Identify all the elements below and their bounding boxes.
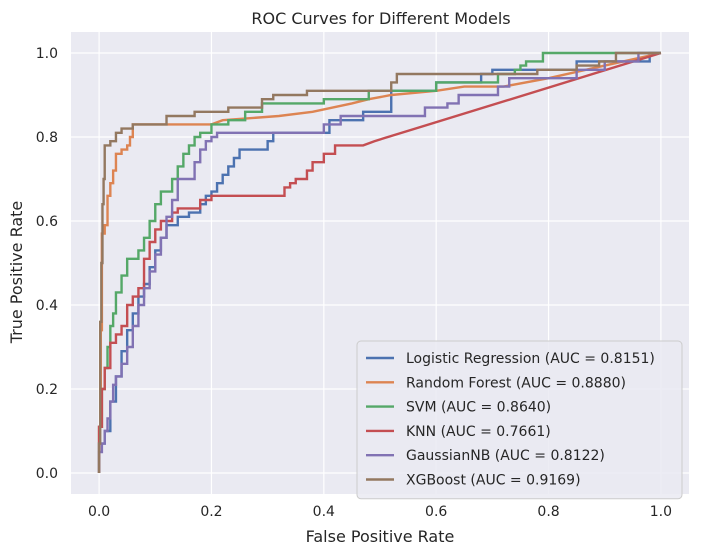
- legend: Logistic Regression (AUC = 0.8151) Random…: [356, 340, 683, 500]
- y-axis-label: True Positive Rate: [7, 201, 26, 345]
- legend-entry: KNN (AUC = 0.7661): [406, 424, 551, 440]
- legend-entry: Logistic Regression (AUC = 0.8151): [406, 351, 655, 367]
- legend-entry: SVM (AUC = 0.8640): [406, 400, 551, 416]
- series-line-5: [97, 51, 661, 473]
- legend-box: [356, 340, 683, 500]
- series-line-1: [97, 51, 662, 473]
- y-tick-label: 0.2: [36, 382, 58, 398]
- y-tick-labels: 0.0 0.2 0.4 0.6 0.8 1.0: [36, 46, 58, 482]
- x-tick-label: 0.8: [537, 504, 559, 520]
- x-tick-label: 0.2: [200, 504, 222, 520]
- chart-title: ROC Curves for Different Models: [251, 9, 510, 28]
- y-tick-label: 0.6: [36, 214, 58, 230]
- y-tick-label: 0.8: [36, 130, 58, 146]
- series-line-3: [97, 51, 662, 473]
- series-layer: [97, 51, 662, 473]
- legend-entry: XGBoost (AUC = 0.9169): [406, 473, 581, 489]
- x-tick-label: 0.6: [425, 504, 447, 520]
- x-tick-labels: 0.0 0.2 0.4 0.6 0.8 1.0: [88, 504, 672, 520]
- y-tick-label: 1.0: [36, 46, 58, 62]
- series-line-2: [97, 51, 661, 473]
- y-tick-label: 0.4: [36, 298, 58, 314]
- legend-entry: Random Forest (AUC = 0.8880): [406, 375, 626, 391]
- x-tick-label: 0.0: [88, 504, 110, 520]
- y-tick-label: 0.0: [36, 466, 58, 482]
- x-tick-label: 1.0: [650, 504, 672, 520]
- x-axis-label: False Positive Rate: [306, 527, 455, 546]
- legend-entry: GaussianNB (AUC = 0.8122): [406, 448, 605, 464]
- series-line-4: [97, 51, 661, 473]
- x-tick-label: 0.4: [313, 504, 335, 520]
